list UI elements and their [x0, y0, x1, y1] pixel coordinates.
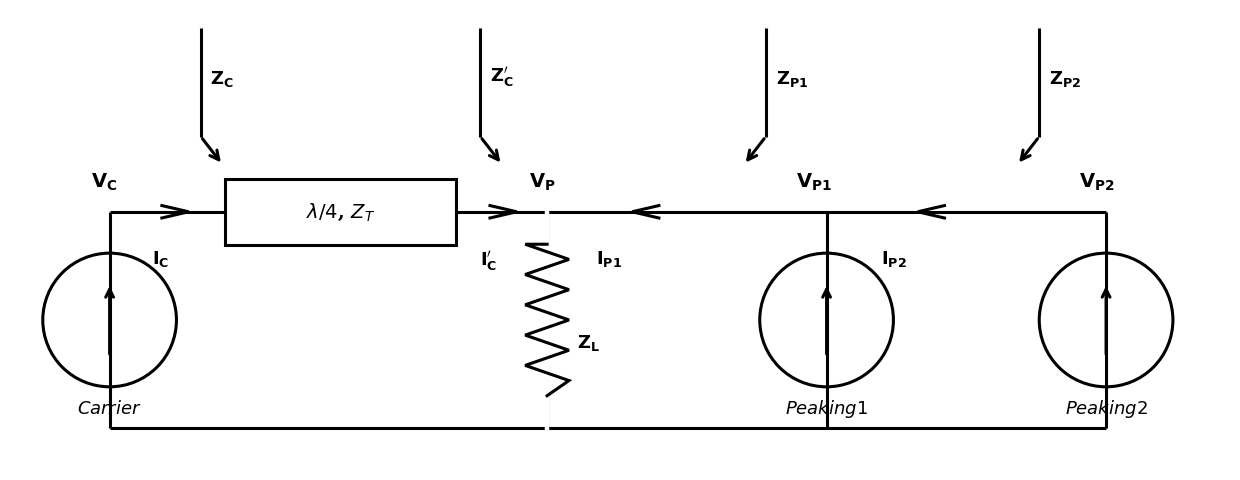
- Text: $\bf{\it{Peaking2}}$: $\bf{\it{Peaking2}}$: [1065, 398, 1147, 420]
- Text: $\mathbf{V_C}$: $\mathbf{V_C}$: [92, 172, 118, 193]
- Text: $\mathbf{V_{P1}}$: $\mathbf{V_{P1}}$: [796, 172, 832, 193]
- Text: $\mathbf{V_{P2}}$: $\mathbf{V_{P2}}$: [1079, 172, 1115, 193]
- Text: $\mathbf{I_C'}$: $\mathbf{I_C'}$: [480, 250, 497, 274]
- Text: $\mathbf{Z_{P1}}$: $\mathbf{Z_{P1}}$: [775, 70, 808, 89]
- Text: $\mathbf{Z_C'}$: $\mathbf{Z_C'}$: [490, 65, 513, 89]
- Text: $\mathbf{I_{P1}}$: $\mathbf{I_{P1}}$: [595, 250, 621, 269]
- Text: $\mathbf{Z_{P2}}$: $\mathbf{Z_{P2}}$: [1049, 70, 1081, 89]
- Text: $\mathbf{V_P}$: $\mathbf{V_P}$: [528, 172, 556, 193]
- Text: $\mathbf{Z_C}$: $\mathbf{Z_C}$: [211, 70, 234, 89]
- Text: $\lambda/4$, $Z_T$: $\lambda/4$, $Z_T$: [306, 201, 376, 223]
- Text: $\mathbf{I_C}$: $\mathbf{I_C}$: [153, 250, 170, 269]
- Text: $\bf{\it{Carrier}}$: $\bf{\it{Carrier}}$: [77, 400, 143, 419]
- Text: $\mathbf{I_{P2}}$: $\mathbf{I_{P2}}$: [882, 250, 908, 269]
- Text: $\bf{\it{Peaking1}}$: $\bf{\it{Peaking1}}$: [785, 398, 868, 420]
- Text: $\mathbf{Z_L}$: $\mathbf{Z_L}$: [578, 334, 600, 353]
- Bar: [224, 179, 456, 245]
